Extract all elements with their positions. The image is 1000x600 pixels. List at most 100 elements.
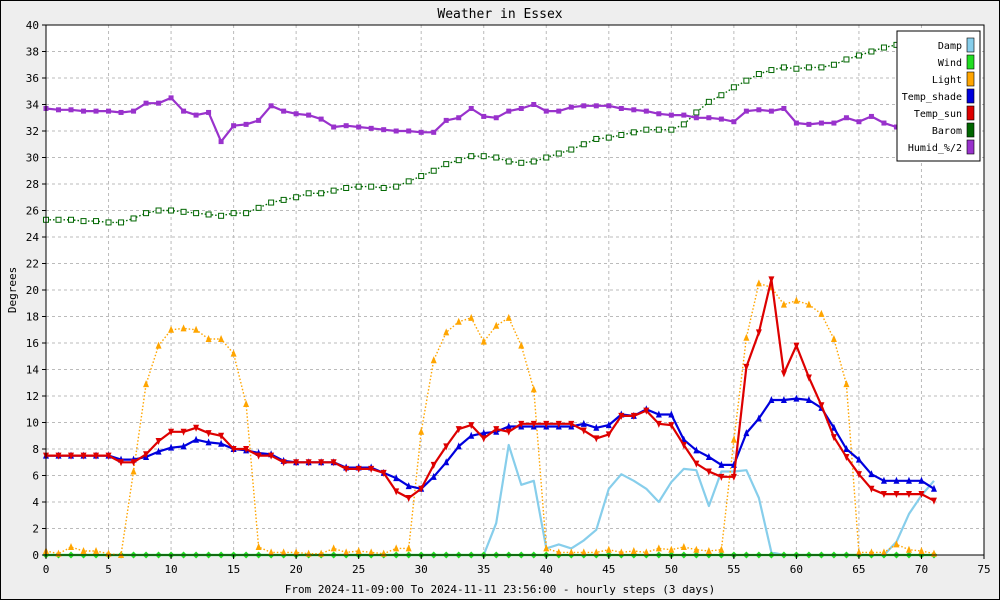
- data-point-temp-sun: [893, 491, 900, 499]
- legend-swatch-wind: [966, 54, 975, 70]
- data-point-temp-sun: [205, 430, 212, 438]
- data-point-light: [268, 548, 275, 556]
- y-tick-label: 22: [26, 258, 39, 271]
- data-point-temp-shade: [393, 474, 400, 482]
- data-point-barom: [218, 212, 225, 219]
- y-tick-label: 40: [26, 19, 39, 32]
- data-point-temp-shade: [780, 395, 787, 403]
- data-point-temp-sun: [243, 446, 250, 453]
- data-point-temp-sun: [905, 491, 912, 499]
- data-point-humid-2: [131, 108, 137, 114]
- data-point-temp-shade: [455, 442, 462, 450]
- data-point-humid-2: [793, 120, 799, 126]
- data-point-light: [718, 545, 725, 553]
- data-point-barom: [180, 208, 187, 215]
- data-point-humid-2: [768, 108, 774, 114]
- data-point-barom: [668, 126, 675, 133]
- data-point-temp-sun: [218, 432, 225, 440]
- data-point-light: [80, 547, 87, 555]
- data-point-light: [330, 544, 337, 552]
- legend-swatch-barom: [966, 122, 975, 138]
- data-point-temp-shade: [593, 423, 600, 431]
- data-point-barom: [518, 159, 525, 166]
- data-point-temp-sun: [805, 374, 812, 382]
- data-point-humid-2: [281, 108, 287, 114]
- data-point-temp-shade: [580, 419, 587, 427]
- data-point-temp-sun: [530, 420, 537, 428]
- data-point-temp-sun: [918, 491, 925, 499]
- data-point-light: [868, 548, 875, 556]
- data-point-humid-2: [806, 121, 812, 127]
- data-point-temp-shade: [605, 421, 612, 429]
- data-point-humid-2: [843, 115, 849, 121]
- data-point-humid-2: [618, 105, 624, 111]
- data-point-light: [630, 547, 637, 555]
- data-point-light: [205, 335, 212, 343]
- data-point-barom: [543, 154, 550, 161]
- data-point-light: [880, 548, 887, 556]
- y-axis-label: Degrees: [6, 267, 19, 313]
- data-point-light: [593, 548, 600, 556]
- data-point-barom: [618, 131, 625, 138]
- data-point-humid-2: [431, 129, 437, 135]
- data-point-temp-sun: [630, 412, 637, 420]
- data-point-barom: [605, 134, 612, 141]
- data-point-temp-sun: [505, 428, 512, 436]
- data-point-barom: [630, 129, 637, 136]
- data-point-temp-sun: [455, 426, 462, 434]
- data-point-temp-sun: [80, 452, 87, 460]
- data-point-temp-shade: [193, 435, 200, 443]
- data-point-light: [130, 467, 137, 475]
- data-point-humid-2: [818, 120, 824, 126]
- legend-label-temp-sun: Temp_sun: [914, 109, 962, 120]
- data-point-humid-2: [731, 119, 737, 125]
- data-point-humid-2: [356, 124, 362, 130]
- data-point-temp-sun: [155, 438, 162, 446]
- data-point-humid-2: [106, 108, 112, 114]
- data-point-temp-shade: [405, 482, 412, 490]
- data-point-temp-shade: [443, 458, 450, 466]
- data-point-barom: [805, 64, 812, 71]
- data-point-light: [530, 385, 537, 393]
- data-point-humid-2: [68, 107, 74, 113]
- data-point-humid-2: [868, 113, 874, 119]
- data-point-barom: [868, 48, 875, 55]
- data-point-barom: [243, 210, 250, 217]
- data-point-temp-sun: [593, 435, 600, 443]
- data-point-temp-shade: [893, 476, 900, 484]
- data-point-barom: [368, 183, 375, 190]
- data-point-light: [568, 548, 575, 556]
- y-tick-label: 26: [26, 205, 39, 218]
- legend-label-temp-shade: Temp_shade: [902, 92, 962, 103]
- data-point-temp-sun: [618, 412, 625, 420]
- data-point-temp-sun: [543, 420, 550, 428]
- data-point-light: [505, 313, 512, 321]
- y-tick-label: 2: [32, 523, 39, 536]
- data-point-humid-2: [893, 124, 899, 130]
- data-point-humid-2: [331, 124, 337, 130]
- data-point-humid-2: [568, 104, 574, 110]
- data-point-temp-sun: [755, 329, 762, 337]
- chart-title: Weather in Essex: [437, 7, 562, 22]
- data-point-light: [855, 548, 862, 556]
- legend-box: [896, 30, 981, 162]
- data-point-humid-2: [306, 112, 312, 118]
- data-point-humid-2: [243, 121, 249, 127]
- data-point-temp-sun: [868, 485, 875, 493]
- data-point-temp-sun: [655, 420, 662, 428]
- data-point-humid-2: [706, 115, 712, 121]
- data-point-temp-sun: [230, 446, 237, 453]
- data-point-humid-2: [743, 108, 749, 114]
- data-point-temp-shade: [880, 476, 887, 484]
- data-point-temp-sun: [443, 443, 450, 451]
- x-tick-label: 30: [415, 563, 428, 576]
- data-point-temp-shade: [805, 395, 812, 403]
- data-point-temp-sun: [118, 459, 125, 467]
- data-point-humid-2: [418, 129, 424, 135]
- data-point-barom: [555, 150, 562, 157]
- data-point-barom: [118, 219, 125, 226]
- data-point-temp-shade: [655, 410, 662, 418]
- data-point-light: [468, 313, 475, 321]
- data-point-temp-shade: [480, 429, 487, 437]
- data-point-humid-2: [856, 119, 862, 125]
